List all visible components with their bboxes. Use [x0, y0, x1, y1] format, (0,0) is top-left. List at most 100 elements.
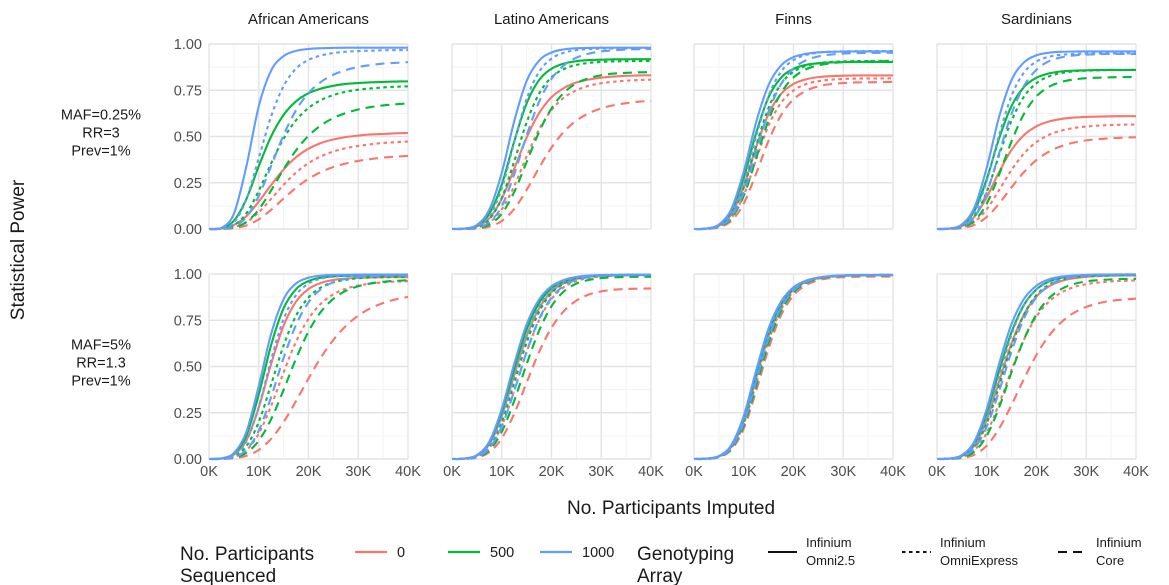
series-line-500-infinium-core: [451, 71, 652, 231]
series-line-1000-infinium-core: [451, 47, 652, 231]
facet-panels: African Americans 0.00 0.25 0.50 0.75 1.00 Lat…: [174, 11, 1149, 480]
y-axis-title: Statistical Power: [8, 179, 29, 320]
y-tick-label: 0.25: [174, 406, 202, 422]
x-tick-label: 0K: [443, 464, 461, 480]
series-line-1000-infinium-omniexpress: [693, 49, 893, 231]
x-tick-label: 30K: [588, 464, 614, 480]
row-labels: MAF=0.25% RR=3 Prev=1% MAF=5% RR=1.3 Prev=1%: [61, 108, 141, 390]
row-label-line: MAF=5%: [71, 338, 131, 354]
y-tick-label: 0.50: [174, 360, 202, 376]
x-tick-label: 40K: [880, 464, 906, 480]
x-tick-label: 0K: [200, 464, 218, 480]
series-line-500-infinium-core: [208, 279, 409, 461]
series-line-0-infinium-core: [208, 154, 409, 231]
series-line-1000-infinium-omniexpress: [451, 273, 651, 461]
series-line-1000-infinium-omni2-5: [693, 50, 893, 231]
x-tick-label: 0K: [928, 464, 946, 480]
linetype-legend-label-line: Infinium: [806, 535, 852, 550]
row-label-line: Prev=1%: [71, 374, 130, 390]
series-line-1000-infinium-omni2-5: [936, 50, 1136, 231]
y-tick-label: 0.25: [174, 176, 202, 192]
y-tick-label: 0.75: [174, 313, 202, 329]
panel-r1-c2: Latino Americans: [451, 11, 652, 231]
facet-title-african-americans: African Americans: [248, 11, 369, 28]
series-line-500-infinium-omni2-5: [451, 58, 652, 231]
color-legend: No. Participants Sequenced 0 500 1000: [180, 544, 614, 585]
facet-title-latino-americans: Latino Americans: [494, 11, 609, 28]
panel-r1-c4: Sardinians: [936, 11, 1137, 231]
series-line-1000-infinium-core: [208, 61, 409, 231]
series-line-500-infinium-core: [936, 277, 1137, 461]
x-tick-label: 20K: [539, 464, 565, 480]
series-line-1000-infinium-core: [936, 52, 1136, 231]
color-legend-label-500: 500: [490, 545, 514, 561]
panel-r2-c2: 0K 10K 20K 30K 40K: [443, 273, 664, 480]
series-line-1000-infinium-core: [451, 273, 652, 461]
facet-title-finns: Finns: [775, 11, 812, 28]
x-tick-label: 0K: [685, 464, 703, 480]
linetype-legend-title-line-2: Array: [637, 566, 683, 585]
color-legend-keys: 0 500 1000: [355, 545, 614, 561]
series-line-0-infinium-core: [936, 136, 1137, 231]
row-label-line: Prev=1%: [71, 144, 130, 160]
panel-r2-c4: 0K 10K 20K 30K 40K: [928, 273, 1149, 480]
linetype-legend-label-line: Infinium: [1096, 535, 1142, 550]
legend: No. Participants Sequenced 0 500 1000 Geno…: [180, 535, 1142, 585]
panel-r1-c3: Finns: [693, 11, 894, 231]
row-label-line: RR=3: [82, 126, 119, 142]
linetype-legend-label-line: Infinium: [940, 535, 986, 550]
y-tick-label: 1.00: [174, 267, 202, 283]
panel-r2-c3: 0K 10K 20K 30K 40K: [685, 273, 906, 480]
series-line-1000-infinium-omni2-5: [208, 46, 408, 231]
series-line-0-infinium-omniexpress: [936, 123, 1137, 231]
series-line-500-infinium-omniexpress: [208, 275, 409, 461]
linetype-legend: Genotyping Array InfiniumOmni2.5Infinium…: [637, 535, 1142, 585]
row-label-line: MAF=0.25%: [61, 108, 141, 124]
linetype-legend-label-line: Core: [1096, 553, 1124, 568]
facet-title-sardinians: Sardinians: [1001, 11, 1072, 28]
series-line-0-infinium-core: [451, 99, 652, 231]
series-line-500-infinium-omniexpress: [208, 85, 409, 231]
color-legend-title-line-1: No. Participants: [180, 544, 314, 565]
y-tick-label: 0.00: [174, 222, 202, 238]
x-tick-label: 30K: [1073, 464, 1099, 480]
x-tick-label: 20K: [1024, 464, 1050, 480]
panel-r2-c1: 0.00 0.25 0.50 0.75 1.00 0K 10K 20K 30K 40K: [174, 267, 421, 480]
series-line-1000-infinium-core: [693, 273, 894, 461]
series-line-500-infinium-core: [936, 76, 1137, 231]
series-line-1000-infinium-omniexpress: [936, 273, 1136, 461]
linetype-legend-title-line-1: Genotyping: [637, 544, 734, 565]
x-tick-label: 10K: [974, 464, 1000, 480]
row-label-line: RR=1.3: [76, 356, 126, 372]
x-axis-title: No. Participants Imputed: [567, 498, 775, 519]
y-tick-label: 0.50: [174, 130, 202, 146]
x-tick-label: 20K: [296, 464, 322, 480]
x-tick-label: 10K: [489, 464, 515, 480]
y-tick-label: 1.00: [174, 37, 202, 53]
x-tick-label: 40K: [395, 464, 421, 480]
series-line-0-infinium-core: [451, 287, 652, 461]
series-line-0-infinium-core: [693, 80, 894, 231]
series-line-1000-infinium-core: [693, 51, 894, 231]
series-line-1000-infinium-core: [208, 274, 409, 461]
linetype-legend-label-line: Omni2.5: [806, 553, 855, 568]
x-tick-label: 10K: [246, 464, 272, 480]
series-line-0-infinium-core: [208, 295, 409, 461]
series-line-0-infinium-core: [936, 297, 1137, 461]
series-line-1000-infinium-omniexpress: [451, 47, 652, 231]
color-legend-label-0: 0: [397, 545, 405, 561]
linetype-legend-label-line: OmniExpress: [940, 553, 1019, 568]
x-tick-label: 40K: [638, 464, 664, 480]
y-tick-label: 0.75: [174, 83, 202, 99]
x-tick-label: 10K: [731, 464, 757, 480]
y-tick-label: 0.00: [174, 452, 202, 468]
x-tick-label: 30K: [345, 464, 371, 480]
series-line-1000-infinium-omniexpress: [208, 49, 409, 231]
series-line-0-infinium-omniexpress: [208, 280, 409, 461]
linetype-legend-keys: Infinium Omni2.5 Infinium OmniExpress Infini…: [768, 535, 1142, 568]
x-tick-label: 40K: [1123, 464, 1149, 480]
x-tick-label: 20K: [781, 464, 807, 480]
series-line-1000-infinium-core: [936, 273, 1137, 461]
color-legend-label-1000: 1000: [582, 545, 614, 561]
